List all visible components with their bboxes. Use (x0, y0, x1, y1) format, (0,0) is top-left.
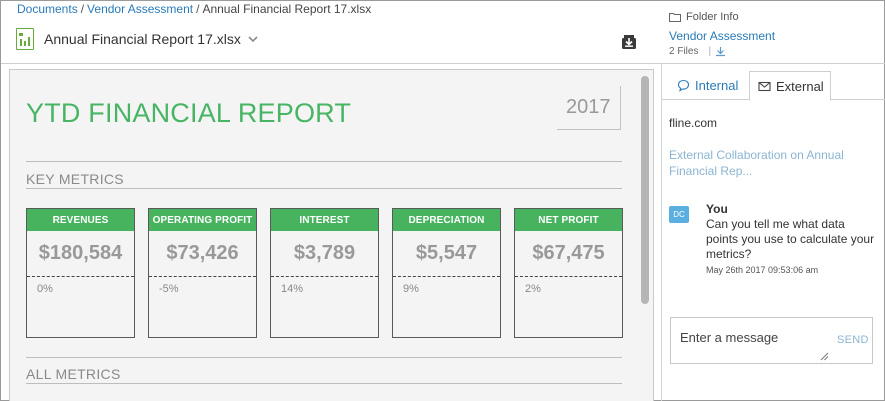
metric-value: $5,547 (415, 242, 478, 264)
tab-internal[interactable]: Internal (677, 71, 738, 100)
divider (26, 383, 622, 384)
breadcrumb-vendor-assessment[interactable]: Vendor Assessment (87, 2, 194, 16)
download-icon[interactable] (621, 34, 637, 50)
metric-label: REVENUES (27, 209, 134, 231)
divider (26, 161, 622, 162)
external-domain: fline.com (669, 116, 718, 130)
excel-file-icon (16, 28, 34, 50)
metric-card-interest: INTEREST $3,789 14% (270, 208, 379, 338)
document-viewer[interactable]: YTD FINANCIAL REPORT 2017 KEY METRICS RE… (9, 69, 654, 401)
report-year: 2017 (566, 96, 611, 118)
message-author: You (706, 202, 728, 216)
message-text: Can you tell me what data points you use… (706, 217, 875, 261)
divider: | (708, 46, 712, 57)
folder-icon (669, 13, 681, 22)
speech-bubble-icon (677, 79, 690, 92)
folder-meta: 2 Files | (669, 46, 775, 57)
folder-info-label: Folder Info (669, 11, 775, 23)
message-input[interactable] (671, 318, 831, 363)
breadcrumb-separator: / (80, 2, 85, 16)
breadcrumb-documents[interactable]: Documents (17, 2, 78, 16)
divider (271, 276, 378, 277)
report-title: YTD FINANCIAL REPORT (26, 98, 352, 128)
chevron-down-icon[interactable] (248, 34, 258, 44)
file-name: Annual Financial Report 17.xlsx (44, 31, 241, 47)
header-divider (1, 63, 885, 64)
metric-value: $3,789 (293, 242, 356, 264)
tab-label: External (776, 78, 824, 94)
divider (26, 188, 622, 189)
file-selector[interactable]: Annual Financial Report 17.xlsx (16, 23, 258, 55)
folder-link[interactable]: Vendor Assessment (669, 29, 776, 43)
metric-change: 14% (281, 283, 304, 295)
metric-value: $73,426 (166, 242, 239, 264)
message-timestamp: May 26th 2017 09:53:06 am (706, 265, 819, 275)
send-button[interactable]: SEND (837, 334, 869, 346)
key-metrics-heading: KEY METRICS (26, 171, 124, 187)
file-count: 2 Files (669, 46, 699, 57)
divider (393, 276, 500, 277)
vertical-scrollbar[interactable] (641, 76, 649, 304)
metric-label: OPERATING PROFIT (149, 209, 256, 231)
tab-label: Internal (695, 78, 739, 93)
divider (515, 276, 622, 277)
divider (149, 276, 256, 277)
metric-label: DEPRECIATION (393, 209, 500, 231)
metric-change: 0% (37, 283, 53, 295)
tab-external[interactable]: External (749, 71, 831, 101)
metric-value: $67,475 (532, 242, 605, 264)
metric-value: $180,584 (38, 242, 123, 264)
panel-tabs: Internal External (662, 71, 885, 101)
folder-info: Folder Info Vendor Assessment 2 Files | (669, 11, 775, 57)
panel-divider (661, 64, 662, 401)
download-folder-icon[interactable] (715, 46, 726, 57)
resize-handle-icon[interactable] (820, 352, 829, 361)
breadcrumb: Documents / Vendor Assessment / Annual Finan… (17, 2, 371, 16)
metric-change: -5% (159, 283, 179, 295)
divider (27, 276, 134, 277)
avatar: DC (669, 206, 689, 223)
envelope-icon (758, 81, 771, 91)
breadcrumb-separator: / (196, 2, 200, 16)
all-metrics-heading: ALL METRICS (26, 366, 121, 382)
metric-card-net-profit: NET PROFIT $67,475 2% (514, 208, 623, 338)
metric-change: 9% (403, 283, 419, 295)
metric-label: NET PROFIT (515, 209, 622, 231)
breadcrumb-current-file: Annual Financial Report 17.xlsx (202, 2, 372, 16)
metric-card-depreciation: DEPRECIATION $5,547 9% (392, 208, 501, 338)
metric-card-revenues: REVENUES $180,584 0% (26, 208, 135, 338)
message-composer: SEND (670, 317, 873, 364)
metric-label: INTEREST (271, 209, 378, 231)
year-box: 2017 (557, 86, 621, 130)
collaboration-link[interactable]: External Collaboration on Annual Financi… (669, 148, 844, 178)
folder-info-text: Folder Info (686, 11, 739, 23)
metric-change: 2% (525, 283, 541, 295)
divider (26, 357, 622, 358)
metric-card-operating-profit: OPERATING PROFIT $73,426 -5% (148, 208, 257, 338)
